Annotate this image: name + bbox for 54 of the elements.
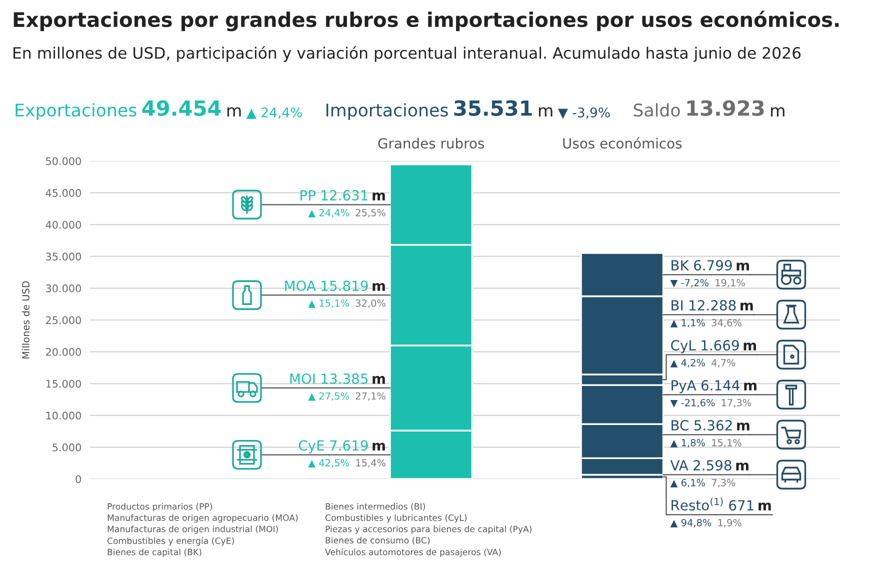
chart-title: Exportaciones por grandes rubros e importaciones por usos económicos. [14, 10, 839, 32]
text: Bienes intermedios (BI) Combustibles y lubricantes (CyL) Piezas y accesorios para bienes de capital (PyA) Bienes de consumo (BC) Vehículos automotores de pasajeros (VA) [325, 503, 532, 557]
text: Productos primarios (PP) Manufacturas de origen agropecuario (MOA) Manufacturas de origen industrial (MOI) Combustibles y energía (CyE) Bienes de capital (BK) [107, 503, 298, 557]
text: CyE [298, 440, 324, 454]
text: PP [300, 190, 316, 200]
y-tick-label: 40.000 [46, 220, 81, 229]
chart-subtitle: En millones de USD, participación y variación porcentual interanual. Acumulado hasta junio de 2026 [14, 46, 801, 62]
y-tick-label: 50.000 [46, 157, 81, 166]
annotation: ▲ 6,1% 7,3% [670, 478, 736, 488]
data-label: 6.799 m [694, 260, 749, 271]
text: Exportaciones 49.454 m ▲ 24,4% [16, 100, 302, 120]
y-tick-label: 45.000 [46, 189, 81, 197]
data-label: 5.362 m [694, 420, 750, 431]
series-label: BK [672, 260, 690, 270]
series-label: PyA [672, 380, 696, 394]
y-axis-title: Millones de USD [22, 281, 30, 358]
x-tick-label: Grandes rubros [378, 138, 484, 149]
text: Importaciones 35.531 m ▼ -3,9% [326, 100, 610, 120]
annotation: ▲ 42,5% 15,4% [308, 459, 386, 468]
data-label: 12.288 m [690, 300, 753, 311]
text: ▲ 94,8% 1,9% [670, 518, 742, 528]
y-tick-label: 15.000 [46, 380, 81, 388]
series-label: Resto$^{(1)}$ [672, 498, 723, 510]
text: MOA [285, 280, 316, 292]
annotation: ▲ 1,1% 34,6% [670, 318, 742, 328]
series-label: BC [672, 420, 688, 431]
annotation: ▼ -7,2% 19,1% [670, 278, 745, 288]
y-tick-label: 30.000 [46, 284, 81, 292]
y-tick-label: 0 [76, 475, 81, 484]
y-tick-label: 25.000 [46, 316, 81, 324]
annotation: ▲ 24,4% 25,5% [308, 208, 386, 218]
y-tick-label: 35.000 [46, 252, 81, 261]
y-tick-label: 10.000 [46, 412, 81, 420]
data-label: 15.819 m [322, 280, 385, 292]
annotation: ▲ 15,1% 32,0% [308, 299, 386, 308]
y-tick-label: 5.000 [52, 443, 81, 452]
data-label: 671 m [729, 500, 771, 511]
data-label: 12.631 m [322, 190, 385, 201]
text: MOI [290, 373, 315, 384]
x-tick-label: Usos económicos [563, 137, 682, 149]
data-label: 2.598 m [694, 460, 748, 471]
series-label: BI [672, 300, 683, 310]
data-label: 1.669 m [702, 340, 756, 351]
data-label: 7.619 m [330, 440, 385, 451]
data-label: 13.385 m [322, 373, 385, 384]
series-label: VA [670, 460, 688, 470]
annotation: ▲ 27,5% 27,1% [308, 392, 386, 401]
annotation: ▲ 1,8% 15,1% [670, 438, 742, 448]
y-tick-label: 20.000 [46, 348, 81, 356]
annotation: ▲ 4,2% 4,7% [670, 358, 736, 368]
annotation: ▼ -21,6% 17,3% [670, 398, 752, 408]
series-label: CyL [671, 340, 696, 354]
text: Saldo 13.923 m [634, 100, 784, 117]
data-label: 6.144 m [701, 380, 756, 391]
